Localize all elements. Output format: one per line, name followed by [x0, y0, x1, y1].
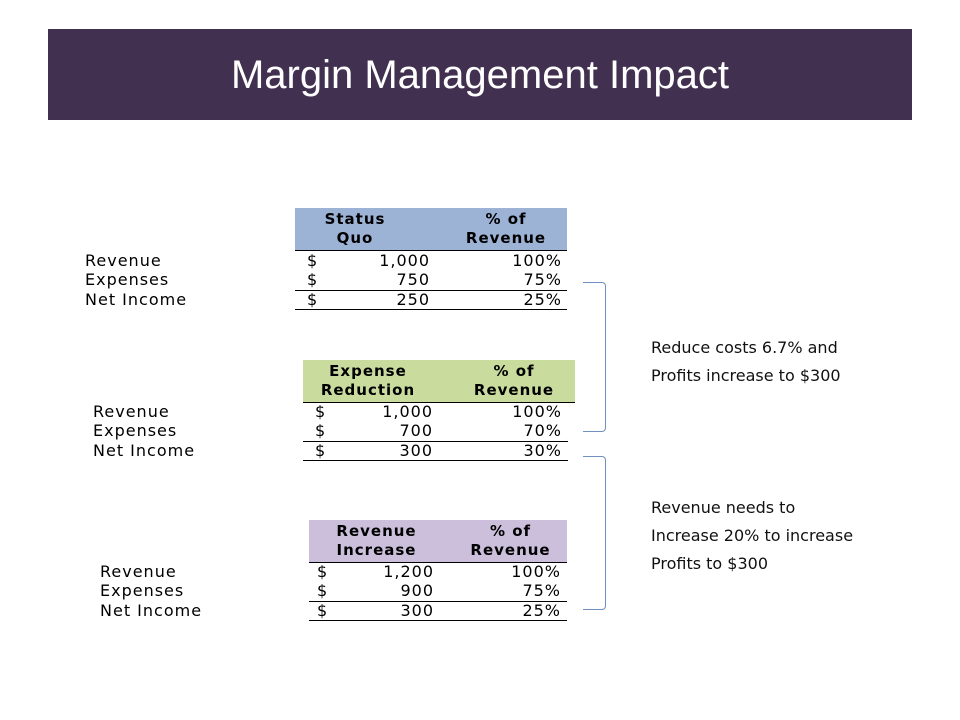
row-rule — [295, 290, 567, 291]
dollar-sign: $ — [317, 601, 329, 620]
percent-value: 100% — [511, 562, 561, 581]
dollar-sign: $ — [315, 421, 327, 440]
note-revenue-increase: Revenue needs to Increase 20% to increas… — [651, 494, 853, 578]
dollar-sign: $ — [317, 581, 329, 600]
note-line: Revenue needs to — [651, 498, 796, 517]
header-percent: % of Revenue — [465, 210, 547, 247]
amount-value: 1,000 — [382, 402, 433, 421]
table-row: Net Income $ 300 30% — [88, 441, 578, 461]
percent-value: 75% — [523, 270, 562, 289]
bottom-rule — [309, 620, 567, 621]
row-label: Revenue — [93, 402, 170, 421]
header-scenario: Revenue Increase — [336, 522, 417, 559]
header-rule — [309, 562, 567, 563]
note-line: Increase 20% to increase — [651, 526, 854, 545]
percent-value: 25% — [522, 601, 561, 620]
table-row: Net Income $ 300 25% — [94, 601, 584, 621]
revenue-increase-table: Revenue Increase % of Revenue Revenue $ 1,… — [94, 520, 584, 625]
row-rule — [309, 601, 567, 602]
row-label: Revenue — [85, 251, 162, 270]
amount-value: 900 — [400, 581, 434, 600]
status-quo-table: Status Quo % of Revenue Revenue $ 1,000 10… — [80, 208, 570, 313]
dollar-sign: $ — [307, 290, 319, 309]
header-rule — [295, 250, 567, 251]
amount-value: 300 — [400, 601, 434, 620]
percent-value: 30% — [523, 441, 562, 460]
table-row: Revenue $ 1,200 100% — [94, 562, 584, 582]
amount-value: 1,000 — [379, 251, 430, 270]
percent-value: 75% — [522, 581, 561, 600]
amount-value: 1,200 — [383, 562, 434, 581]
table-row: Expenses $ 700 70% — [88, 421, 578, 441]
note-line: Profits increase to $300 — [651, 366, 841, 385]
row-label: Expenses — [85, 270, 170, 289]
note-expense-reduction: Reduce costs 6.7% and Profits increase t… — [651, 334, 841, 390]
percent-value: 25% — [523, 290, 562, 309]
row-label: Net Income — [100, 601, 203, 620]
bottom-rule — [295, 309, 567, 310]
table-row: Expenses $ 900 75% — [94, 581, 584, 601]
header-rule — [303, 402, 575, 403]
bracket-lower — [583, 456, 606, 610]
header-scenario: Expense Reduction — [320, 362, 416, 399]
row-label: Revenue — [100, 562, 177, 581]
amount-value: 750 — [396, 270, 430, 289]
dollar-sign: $ — [307, 251, 319, 270]
bottom-rule — [303, 460, 568, 461]
dollar-sign: $ — [315, 402, 327, 421]
dollar-sign: $ — [307, 270, 319, 289]
row-label: Expenses — [93, 421, 178, 440]
dollar-sign: $ — [315, 441, 327, 460]
table-row: Revenue $ 1,000 100% — [80, 251, 570, 271]
note-line: Profits to $300 — [651, 554, 769, 573]
amount-value: 250 — [396, 290, 430, 309]
percent-value: 70% — [523, 421, 562, 440]
header-percent: % of Revenue — [473, 362, 555, 399]
table-header: Revenue Increase % of Revenue — [309, 520, 567, 562]
row-label: Net Income — [93, 441, 196, 460]
amount-value: 700 — [399, 421, 433, 440]
table-row: Expenses $ 750 75% — [80, 270, 570, 290]
table-row: Net Income $ 250 25% — [80, 290, 570, 310]
table-header: Status Quo % of Revenue — [295, 208, 567, 250]
note-line: Reduce costs 6.7% and — [651, 338, 838, 357]
page-title: Margin Management Impact — [230, 53, 729, 97]
row-rule — [303, 441, 568, 442]
dollar-sign: $ — [317, 562, 329, 581]
percent-value: 100% — [512, 251, 562, 270]
amount-value: 300 — [399, 441, 433, 460]
header-percent: % of Revenue — [470, 522, 551, 559]
header-scenario: Status Quo — [324, 210, 386, 247]
expense-reduction-table: Expense Reduction % of Revenue Revenue $ 1… — [88, 360, 578, 465]
table-row: Revenue $ 1,000 100% — [88, 402, 578, 422]
bracket-upper — [583, 282, 606, 432]
row-label: Expenses — [100, 581, 185, 600]
title-bar: Margin Management Impact — [48, 29, 912, 120]
table-header: Expense Reduction % of Revenue — [303, 360, 575, 402]
percent-value: 100% — [512, 402, 562, 421]
row-label: Net Income — [85, 290, 188, 309]
